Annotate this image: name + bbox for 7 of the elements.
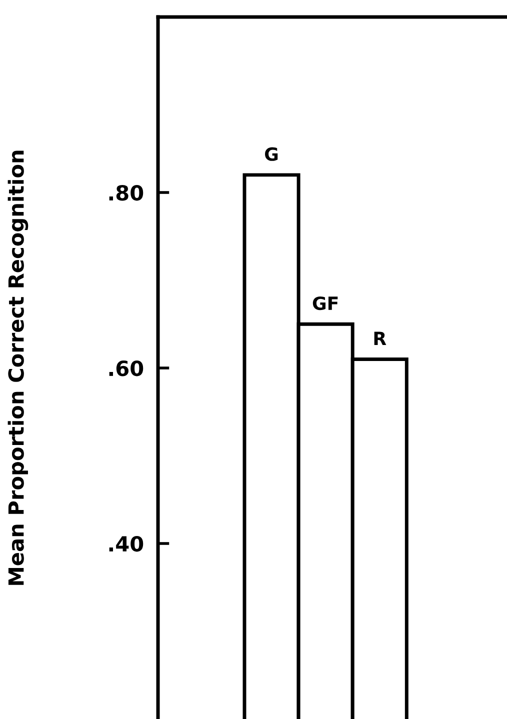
x-tick-label: G xyxy=(265,147,278,161)
y-tick-label: .80 xyxy=(109,184,144,201)
x-tick-label: GF xyxy=(312,296,338,310)
y-tick-label: .60 xyxy=(109,360,144,376)
x-tick-label: R xyxy=(374,332,386,345)
y-tick-label: .40 xyxy=(109,536,144,552)
y-axis-title: Mean Proportion Correct Recognition xyxy=(8,150,28,585)
